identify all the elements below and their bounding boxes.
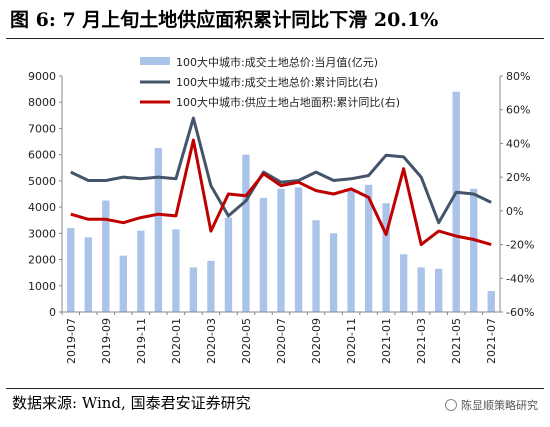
right-tick-label: 80% [506, 70, 530, 83]
x-tick-label: 2019-07 [65, 318, 78, 364]
x-tick-label: 2020-03 [205, 318, 218, 364]
x-tick-label: 2020-09 [310, 318, 323, 364]
right-tick-label: -40% [506, 272, 534, 285]
left-tick-label: 8000 [28, 96, 56, 109]
bar [224, 217, 233, 312]
x-tick-label: 2019-09 [100, 318, 113, 364]
bar [294, 187, 303, 312]
bar [435, 268, 443, 312]
bar [487, 291, 495, 312]
left-tick-label: 3000 [28, 227, 56, 240]
x-tick-label: 2021-03 [415, 318, 428, 364]
right-tick-label: -20% [506, 239, 534, 252]
bar-series [67, 91, 495, 312]
x-tick-label: 2020-05 [240, 318, 253, 364]
bar [259, 197, 268, 312]
bar [207, 260, 215, 312]
bar [329, 233, 338, 312]
left-axis-ticks: 0 1000 2000 3000 4000 5000 6000 7000 8000 9000 [28, 70, 63, 319]
x-tick-label: 2021-01 [380, 318, 393, 364]
left-tick-label: 1000 [28, 280, 56, 293]
x-tick-label: 2020-11 [345, 318, 358, 364]
x-tick-label: 2020-01 [170, 318, 183, 364]
bar [67, 228, 75, 312]
bar [119, 255, 127, 312]
legend-label: 100大中城市:供应土地占地面积:累计同比(右) [176, 95, 400, 109]
watermark: 陈显顺策略研究 [445, 397, 538, 413]
left-tick-label: 7000 [28, 122, 56, 135]
left-tick-label: 0 [49, 306, 56, 319]
source-note: 数据来源: Wind, 国泰君安证券研究 [12, 394, 251, 412]
legend: 100大中城市:成交土地总价:当月值(亿元) 100大中城市:成交土地总价:累计同… [140, 55, 400, 109]
bar [137, 230, 145, 312]
right-tick-label: 20% [506, 171, 530, 184]
bar [189, 267, 198, 312]
right-axis-ticks: -60% -40% -20% 0% 20% 40% 60% 80% [499, 70, 534, 319]
bar [172, 229, 180, 312]
x-tick-label: 2021-07 [485, 318, 498, 364]
left-tick-label: 2000 [28, 254, 56, 267]
bar [242, 154, 250, 312]
bar [312, 220, 320, 312]
bar [399, 254, 408, 312]
x-tick-label: 2021-05 [450, 318, 463, 364]
right-tick-label: 60% [506, 104, 530, 117]
bar [382, 203, 390, 312]
bar [84, 237, 92, 312]
bar [277, 188, 285, 312]
bar [154, 148, 163, 312]
legend-label: 100大中城市:成交土地总价:当月值(亿元) [176, 55, 378, 69]
x-tick-label: 2019-11 [135, 318, 148, 364]
right-tick-label: -60% [506, 306, 534, 319]
line-series [70, 116, 492, 247]
title-rule [6, 38, 544, 39]
bar [347, 188, 355, 312]
source-rule [6, 388, 544, 389]
bar [417, 267, 425, 312]
right-tick-label: 40% [506, 137, 530, 150]
x-tick-label: 2020-07 [275, 318, 288, 364]
x-axis-ticks: 2019-07 2019-09 2019-11 2020-01 2020-03 2020-… [61, 311, 500, 364]
left-tick-label: 5000 [28, 175, 56, 188]
watermark-text: 陈显顺策略研究 [461, 399, 538, 412]
legend-label: 100大中城市:成交土地总价:累计同比(右) [176, 75, 378, 89]
left-tick-label: 6000 [28, 149, 56, 162]
series-line-total-price [70, 116, 492, 225]
bar [452, 91, 460, 312]
wechat-logo-icon [445, 399, 457, 411]
chart: 0 1000 2000 3000 4000 5000 6000 7000 8000 9000 -6… [28, 55, 534, 364]
series-line-supply-area [70, 138, 492, 247]
legend-swatch-bar [140, 57, 170, 65]
bar [364, 184, 373, 312]
left-tick-label: 4000 [28, 201, 56, 214]
bar [102, 200, 110, 312]
right-tick-label: 0% [506, 205, 523, 218]
left-tick-label: 9000 [28, 70, 56, 83]
bar [470, 188, 478, 312]
figure-title: 图 6: 7 月上旬土地供应面积累计同比下滑 20.1% [10, 9, 439, 31]
